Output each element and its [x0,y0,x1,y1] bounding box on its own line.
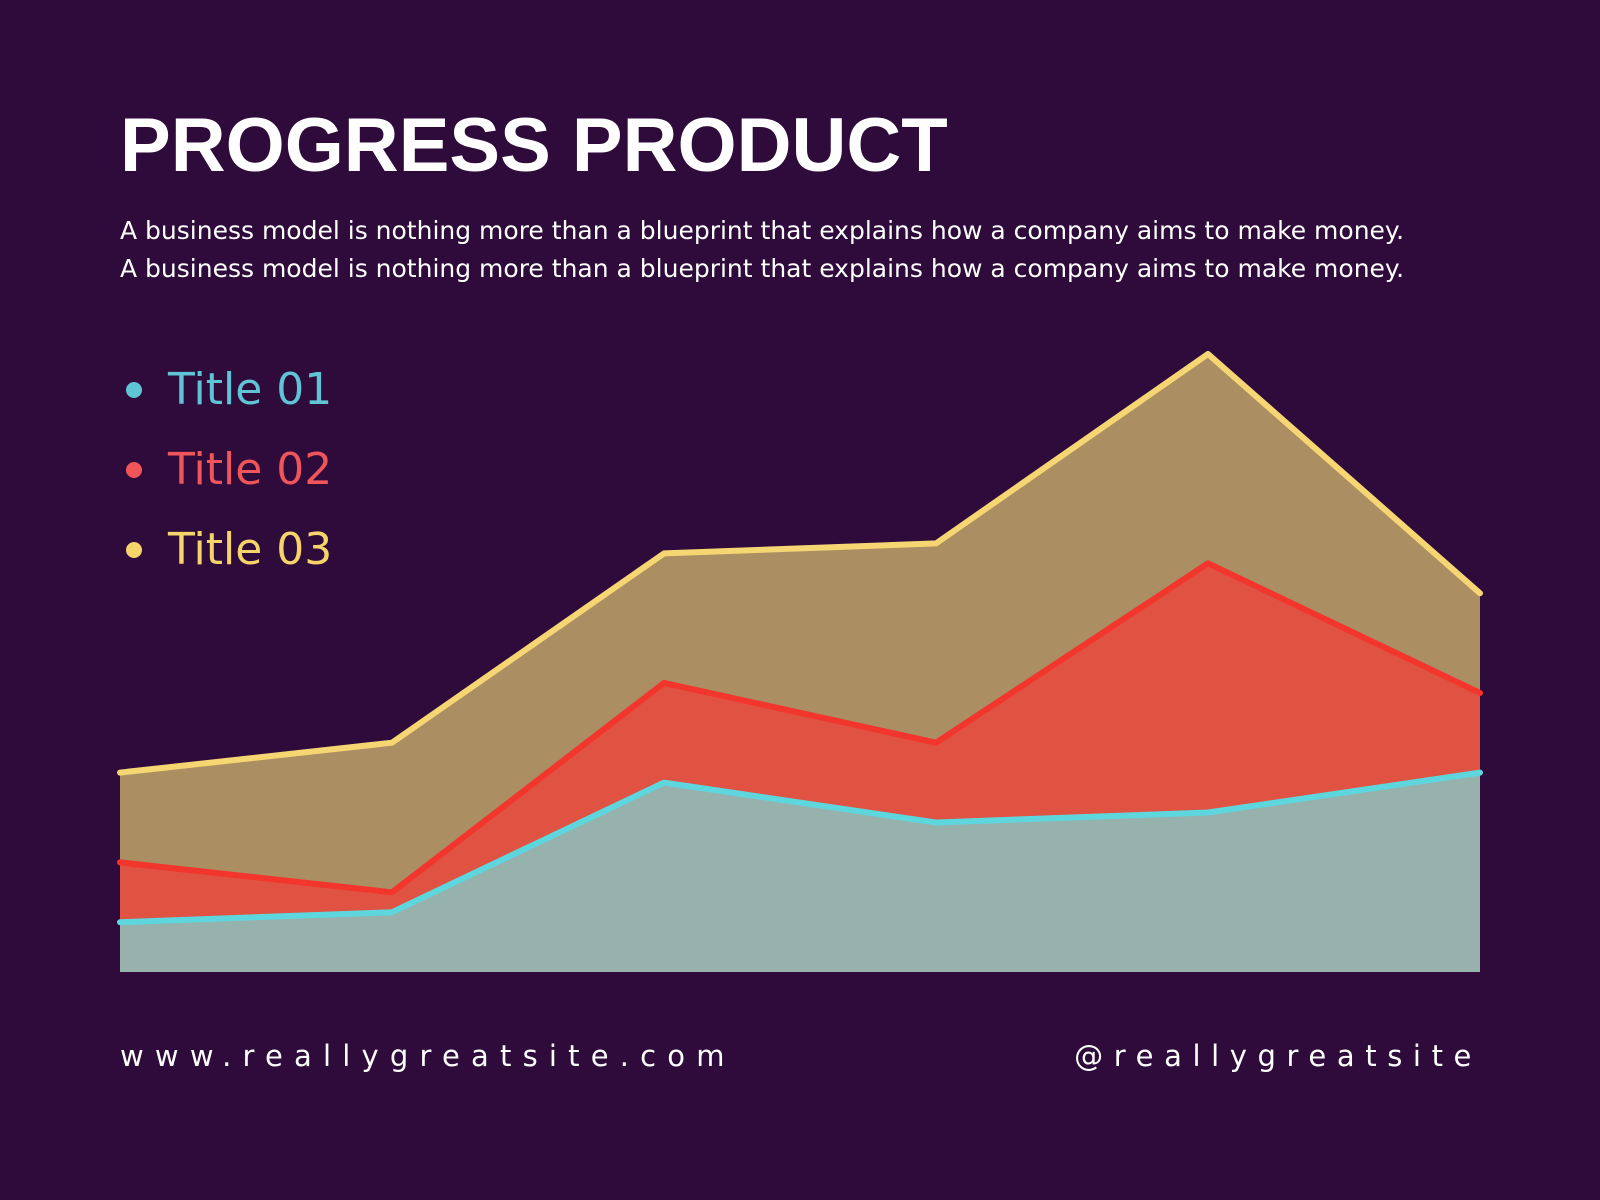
legend-label: Title 02 [168,444,333,495]
series-line-title-01 [117,769,1483,926]
description-line-2: A business model is nothing more than a … [120,254,1405,283]
page-title: PROGRESS PRODUCT [120,103,948,188]
legend-item-title-01: Title 01 [126,350,332,430]
legend-dot-icon [126,462,142,478]
chart-legend: Title 01 Title 02 Title 03 [126,350,332,590]
legend-label: Title 01 [168,364,333,415]
legend-dot-icon [126,542,142,558]
legend-item-title-03: Title 03 [126,510,332,590]
social-handle: @reallygreatsite [1074,1039,1482,1073]
website-url: www.reallygreatsite.com [120,1039,736,1073]
series-line-title-02 [117,560,1483,896]
legend-dot-icon [126,382,142,398]
description-line-1: A business model is nothing more than a … [120,216,1405,245]
legend-item-title-02: Title 02 [126,430,332,510]
page-description: A business model is nothing more than a … [120,212,1520,288]
area-fill-title-01 [120,772,1480,972]
series-line-title-03 [117,351,1483,776]
legend-label: Title 03 [168,524,333,575]
